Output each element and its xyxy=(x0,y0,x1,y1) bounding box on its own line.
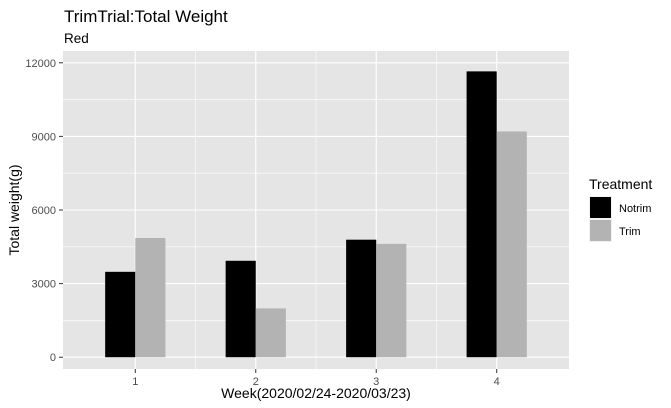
bar-trim-week-1 xyxy=(135,237,166,358)
legend-label-notrim: Notrim xyxy=(619,203,651,215)
bar-notrim-week-3 xyxy=(346,239,377,358)
x-tick-label: 3 xyxy=(373,376,379,388)
bar-trim-week-4 xyxy=(496,131,527,358)
bar-trim-week-2 xyxy=(255,308,286,358)
y-tick-label: 3000 xyxy=(32,279,56,291)
bar-notrim-week-4 xyxy=(466,71,497,358)
y-tick-label: 6000 xyxy=(32,205,56,217)
x-tick-label: 1 xyxy=(132,376,138,388)
legend-label-trim: Trim xyxy=(619,226,641,238)
bars xyxy=(105,71,527,358)
y-tick-label: 9000 xyxy=(32,131,56,143)
y-axis: 0 3000 6000 9000 12000 xyxy=(25,58,63,364)
y-axis-label: Total weight(g) xyxy=(6,164,22,255)
bar-notrim-week-1 xyxy=(105,271,136,358)
x-axis: 1 2 3 4 xyxy=(132,369,500,388)
chart-subtitle: Red xyxy=(64,31,89,46)
x-tick-label: 4 xyxy=(494,376,500,388)
legend: Treatment Notrim Trim xyxy=(589,176,652,242)
legend-swatch-trim xyxy=(590,220,611,241)
bar-trim-week-3 xyxy=(376,243,407,358)
chart-title: TrimTrial:Total Weight xyxy=(64,7,228,26)
bar-notrim-week-2 xyxy=(225,260,256,358)
x-axis-label: Week(2020/02/24-2020/03/23) xyxy=(221,385,411,401)
x-tick-label: 2 xyxy=(253,376,259,388)
y-tick-label: 12000 xyxy=(25,58,56,70)
legend-title: Treatment xyxy=(589,176,652,192)
y-tick-label: 0 xyxy=(50,352,56,364)
legend-swatch-notrim xyxy=(590,197,611,218)
